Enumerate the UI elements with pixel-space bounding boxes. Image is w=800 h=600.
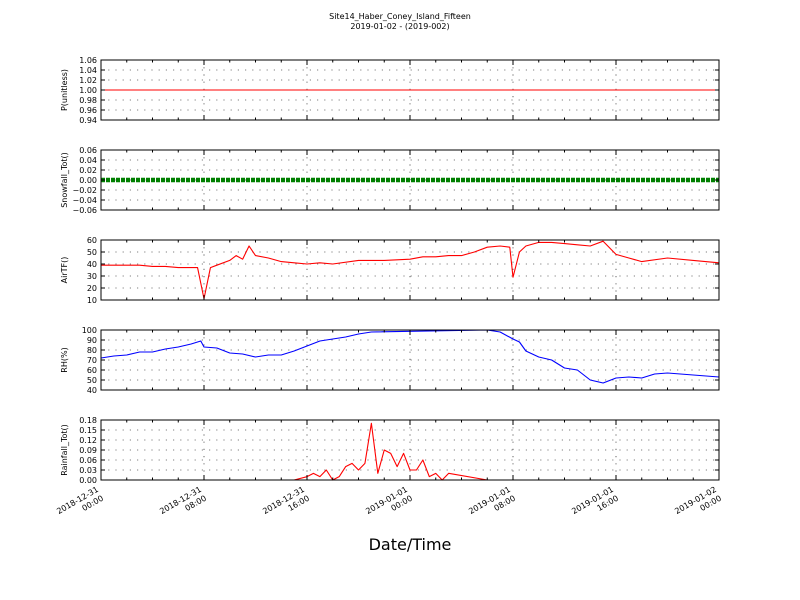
panel-3: 10 20 30 40 50 60 AirTF() [60, 236, 720, 305]
y-tick-label: 0.04 [79, 156, 97, 165]
y-tick-label: 90 [87, 336, 97, 345]
panel-1: 0.940.960.981.001.021.041.06 P(unitless) [60, 56, 720, 125]
x-tick-labels: 2018-12-3100:00 2018-12-3108:00 2018-12-31… [55, 485, 723, 525]
y-tick-label: −0.06 [72, 206, 97, 215]
x-tick-label: 2019-01-0100:00 [364, 485, 414, 525]
x-tick-label: 2019-01-0116:00 [570, 485, 620, 525]
y-tick-label: 70 [87, 356, 97, 365]
y-tick-label: 0.98 [79, 96, 97, 105]
y-tick-label: 0.06 [79, 146, 97, 155]
series-line [100, 329, 720, 384]
y-tick-label: 60 [87, 366, 97, 375]
y-tick-label: 1.06 [79, 56, 97, 65]
y-tick-label: 1.00 [79, 86, 97, 95]
y-tick-label: 0.00 [79, 176, 97, 185]
y-tick-label: 0.96 [79, 106, 97, 115]
y-tick-label: 40 [87, 386, 97, 395]
chart-title: Site14_Haber_Coney_Island_Fifteen [329, 12, 471, 21]
y-tick-label: 40 [87, 260, 97, 269]
series-line [101, 422, 719, 481]
y-tick-label: −0.02 [72, 186, 97, 195]
series-line [101, 240, 720, 300]
y-tick-label: 30 [87, 272, 97, 281]
x-axis-label: Date/Time [369, 535, 452, 554]
y-tick-label: 0.09 [79, 446, 97, 455]
y-axis-label: Snowfall_Tot() [60, 152, 69, 208]
y-tick-label: 20 [87, 284, 97, 293]
panels: 0.940.960.981.001.021.041.06 P(unitless) −… [60, 56, 720, 485]
y-tick-label: 0.12 [79, 436, 97, 445]
y-tick-label: 0.18 [79, 416, 97, 425]
chart-subtitle: 2019-01-02 - (2019-002) [350, 22, 449, 31]
y-tick-label: 0.00 [79, 476, 97, 485]
x-tick-label: 2019-01-0200:00 [673, 485, 723, 525]
y-tick-label: −0.04 [72, 196, 97, 205]
x-tick-label: 2019-01-0108:00 [467, 485, 517, 525]
y-tick-label: 10 [87, 296, 97, 305]
y-tick-label: 100 [82, 326, 97, 335]
y-tick-label: 1.02 [79, 76, 97, 85]
y-tick-label: 0.02 [79, 166, 97, 175]
y-tick-label: 0.94 [79, 116, 97, 125]
y-tick-label: 50 [87, 248, 97, 257]
y-tick-label: 50 [87, 376, 97, 385]
y-tick-label: 60 [87, 236, 97, 245]
panel-5: 0.000.030.060.090.120.150.18 Rainfall_Tot… [60, 416, 720, 485]
y-axis-label: Rainfall_Tot() [60, 424, 69, 476]
y-tick-label: 0.06 [79, 456, 97, 465]
y-axis-label: P(unitless) [60, 69, 69, 111]
y-tick-label: 0.15 [79, 426, 97, 435]
x-tick-label: 2018-12-3108:00 [158, 485, 208, 525]
y-tick-label: 80 [87, 346, 97, 355]
y-tick-label: 1.04 [79, 66, 97, 75]
panel-2: −0.06−0.04−0.020.000.020.040.06 Snowfall_… [60, 146, 720, 215]
x-tick-label: 2018-12-3116:00 [261, 485, 311, 525]
y-axis-label: AirTF() [60, 257, 69, 284]
y-axis-label: RH(%) [60, 347, 69, 372]
x-tick-label: 2018-12-3100:00 [55, 485, 105, 525]
y-tick-label: 0.03 [79, 466, 97, 475]
